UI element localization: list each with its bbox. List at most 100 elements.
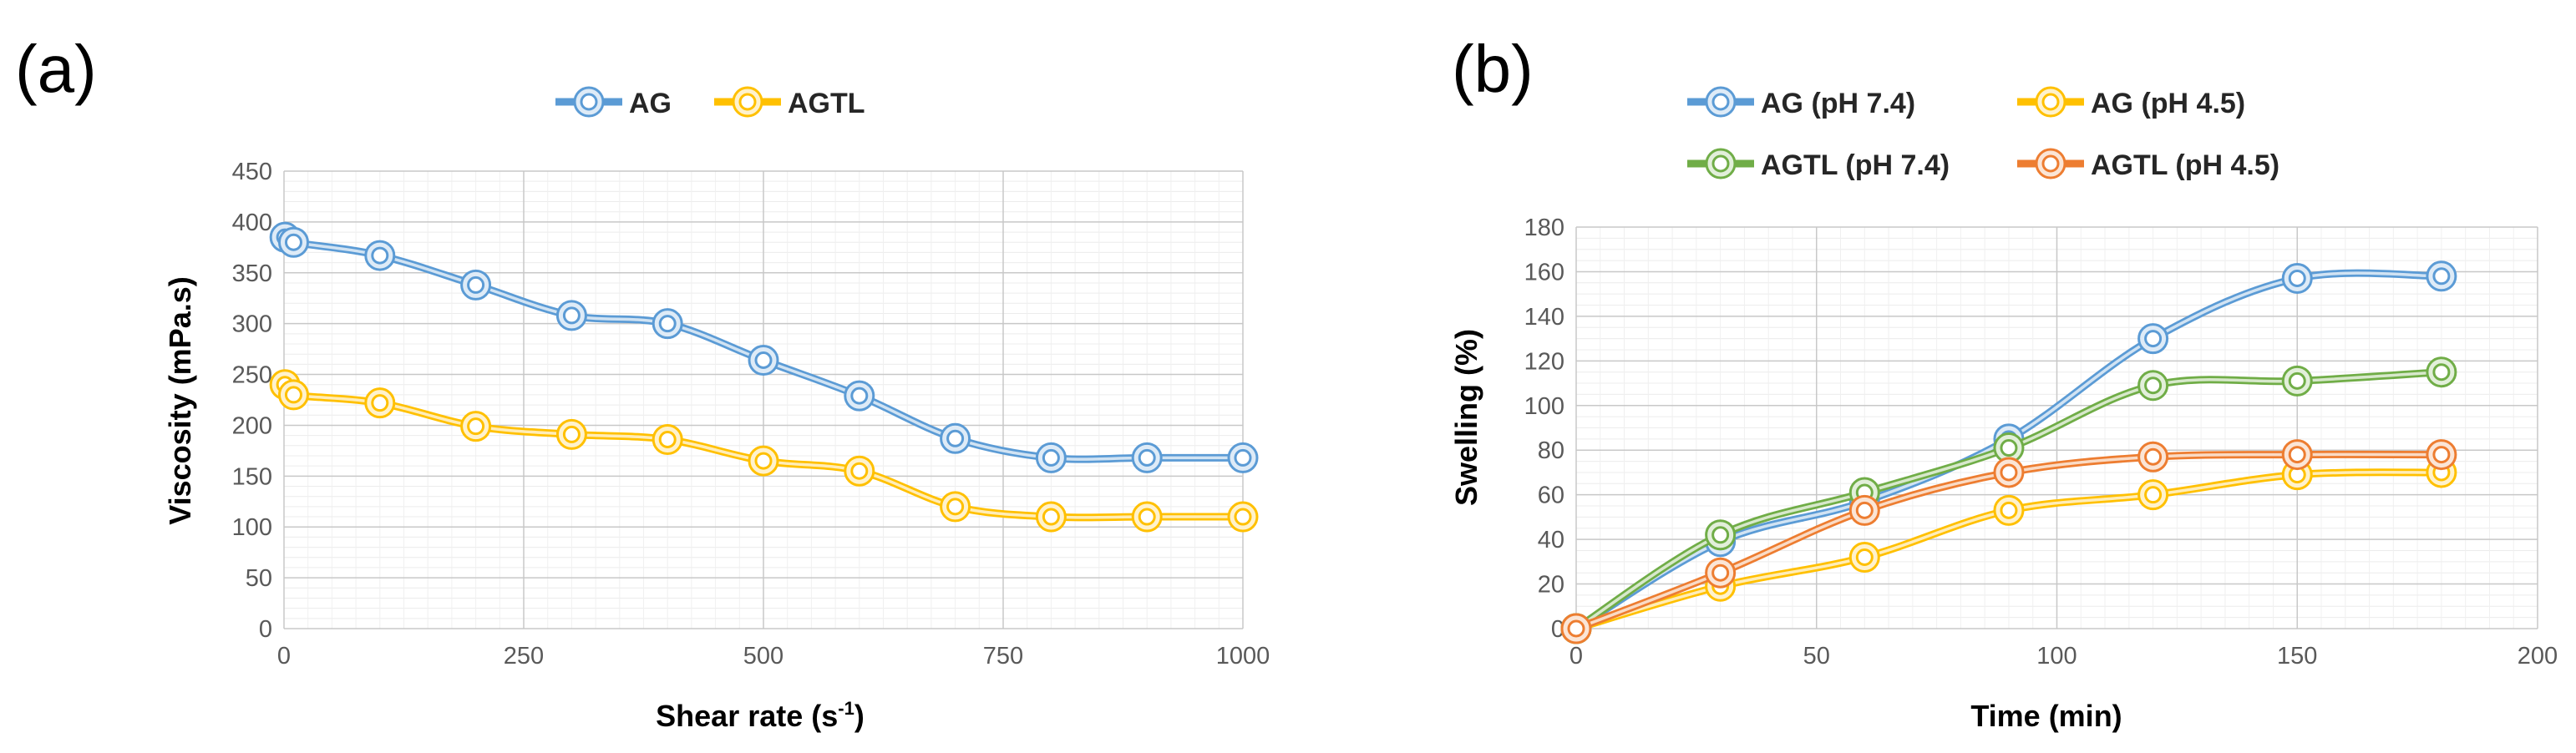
- data-point-ring-inner: [371, 394, 389, 412]
- x-tick-label: 1000: [1216, 643, 1270, 670]
- data-point: [277, 379, 309, 411]
- series-3: [1560, 439, 2457, 644]
- y-tick-label: 20: [1538, 572, 1564, 599]
- data-point-ring-inner: [1042, 448, 1060, 467]
- data-point: [940, 422, 971, 454]
- data-point-ring-inner: [2432, 267, 2451, 286]
- data-point: [2426, 356, 2457, 388]
- y-tick-label: 140: [1524, 304, 1564, 331]
- data-point-ring-inner: [1042, 508, 1060, 526]
- panel-b-y-tick-labels: 0 20 40 60 80 100 120 140 160 180: [1524, 215, 1564, 643]
- data-point: [460, 269, 492, 301]
- data-point-ring-inner: [2144, 376, 2163, 395]
- data-point-ring-inner: [467, 417, 485, 436]
- x-tick-label: 150: [2277, 643, 2317, 670]
- panel-b-chart: (b) AG (pH 7.4) AG (pH 4.5) AGTL (pH 7.4…: [1449, 32, 2558, 733]
- y-tick-label: 120: [1524, 348, 1564, 375]
- y-tick-label: 80: [1538, 437, 1564, 464]
- panel-b-x-axis-title: Time (min): [1970, 699, 2122, 733]
- y-tick-label: 100: [232, 514, 272, 541]
- legend-label: AGTL (pH 4.5): [2091, 149, 2279, 181]
- x-tick-label: 0: [277, 643, 291, 670]
- x-axis-title-main: Shear rate (s: [656, 699, 838, 733]
- panel-b-label: (b): [1452, 32, 1534, 106]
- x-axis-title-end: ): [854, 699, 865, 733]
- data-point: [1848, 541, 1880, 573]
- data-point-ring-inner: [850, 462, 869, 480]
- data-point-ring-inner: [1234, 508, 1252, 526]
- data-point-ring-inner: [562, 425, 581, 443]
- data-point: [2426, 439, 2457, 471]
- data-point: [1705, 519, 1737, 551]
- data-point-ring-inner: [2144, 447, 2163, 466]
- data-point: [364, 240, 396, 271]
- data-point-ring-inner: [562, 306, 581, 325]
- data-point-ring-inner: [1855, 548, 1874, 566]
- data-point: [2137, 441, 2169, 473]
- panel-b-y-axis-title: Swelling (%): [1449, 329, 1483, 506]
- y-tick-label: 100: [1524, 393, 1564, 420]
- data-point: [1993, 494, 2025, 526]
- y-tick-label: 50: [246, 565, 272, 592]
- y-tick-label: 400: [232, 210, 272, 236]
- x-tick-label: 50: [1803, 643, 1830, 670]
- panel-a-y-axis-title: Viscosity (mPa.s): [163, 276, 197, 524]
- y-tick-label: 0: [1551, 616, 1564, 643]
- legend-item-ag-ph74: AG (pH 7.4): [1687, 86, 1915, 119]
- panel-b-gridlines: [1575, 226, 2538, 629]
- data-point: [277, 226, 309, 258]
- data-point-ring-inner: [658, 315, 677, 333]
- panel-a-label: (a): [15, 32, 97, 106]
- data-point: [1227, 442, 1259, 473]
- data-point-ring-inner: [1138, 448, 1156, 467]
- data-point-ring-inner: [2000, 439, 2018, 457]
- data-point: [748, 445, 779, 477]
- panel-b-legend: AG (pH 7.4) AG (pH 4.5) AGTL (pH 7.4) AG…: [1687, 86, 2279, 181]
- data-point: [2281, 262, 2313, 294]
- data-point-ring-inner: [946, 498, 965, 516]
- legend-label: AGTL: [788, 88, 865, 119]
- x-tick-label: 200: [2518, 643, 2558, 670]
- data-point: [1131, 442, 1163, 473]
- data-point: [2137, 370, 2169, 402]
- data-point: [844, 455, 875, 487]
- y-tick-label: 450: [232, 159, 272, 185]
- data-point-ring-inner: [2288, 446, 2306, 464]
- y-tick-label: 300: [232, 311, 272, 338]
- panel-a-series: [269, 221, 1259, 533]
- data-point: [1848, 494, 1880, 526]
- y-tick-label: 180: [1524, 215, 1564, 241]
- data-point: [652, 423, 683, 455]
- data-point-ring-inner: [2000, 501, 2018, 519]
- data-point: [2137, 479, 2169, 511]
- data-point: [652, 308, 683, 340]
- data-point-ring-inner: [754, 351, 773, 370]
- data-point-ring-inner: [754, 452, 773, 470]
- data-point: [1705, 557, 1737, 589]
- panel-a-x-tick-labels: 0 250 500 750 1000: [277, 643, 1270, 670]
- y-tick-label: 150: [232, 463, 272, 490]
- data-point: [2137, 323, 2169, 355]
- panel-a-y-tick-labels: 0 50 100 150 200 250 300 350 400 450: [232, 159, 272, 643]
- legend-label: AG (pH 7.4): [1761, 88, 1915, 119]
- data-point-ring-inner: [2288, 371, 2306, 390]
- legend-item-agtl: AGTL: [714, 86, 865, 119]
- x-tick-label: 750: [983, 643, 1023, 670]
- data-point-ring-inner: [946, 429, 965, 447]
- panel-a-x-axis-title: Shear rate (s-1): [656, 698, 865, 733]
- data-point: [1035, 442, 1067, 473]
- data-point-ring-inner: [2432, 363, 2451, 382]
- x-tick-label: 100: [2036, 643, 2077, 670]
- data-point-ring-inner: [467, 275, 485, 294]
- series-0: [269, 221, 1259, 473]
- data-point-ring-inner: [284, 386, 302, 404]
- panel-b-series: [1560, 260, 2457, 644]
- legend-item-ag: AG: [555, 86, 672, 119]
- y-tick-label: 40: [1538, 527, 1564, 553]
- panel-a-legend: AG AGTL: [555, 86, 865, 119]
- data-point-ring-inner: [1567, 619, 1585, 638]
- data-point-ring-inner: [1711, 563, 1730, 582]
- data-point-ring-inner: [850, 387, 869, 405]
- legend-item-ag-ph45: AG (pH 4.5): [2017, 86, 2245, 119]
